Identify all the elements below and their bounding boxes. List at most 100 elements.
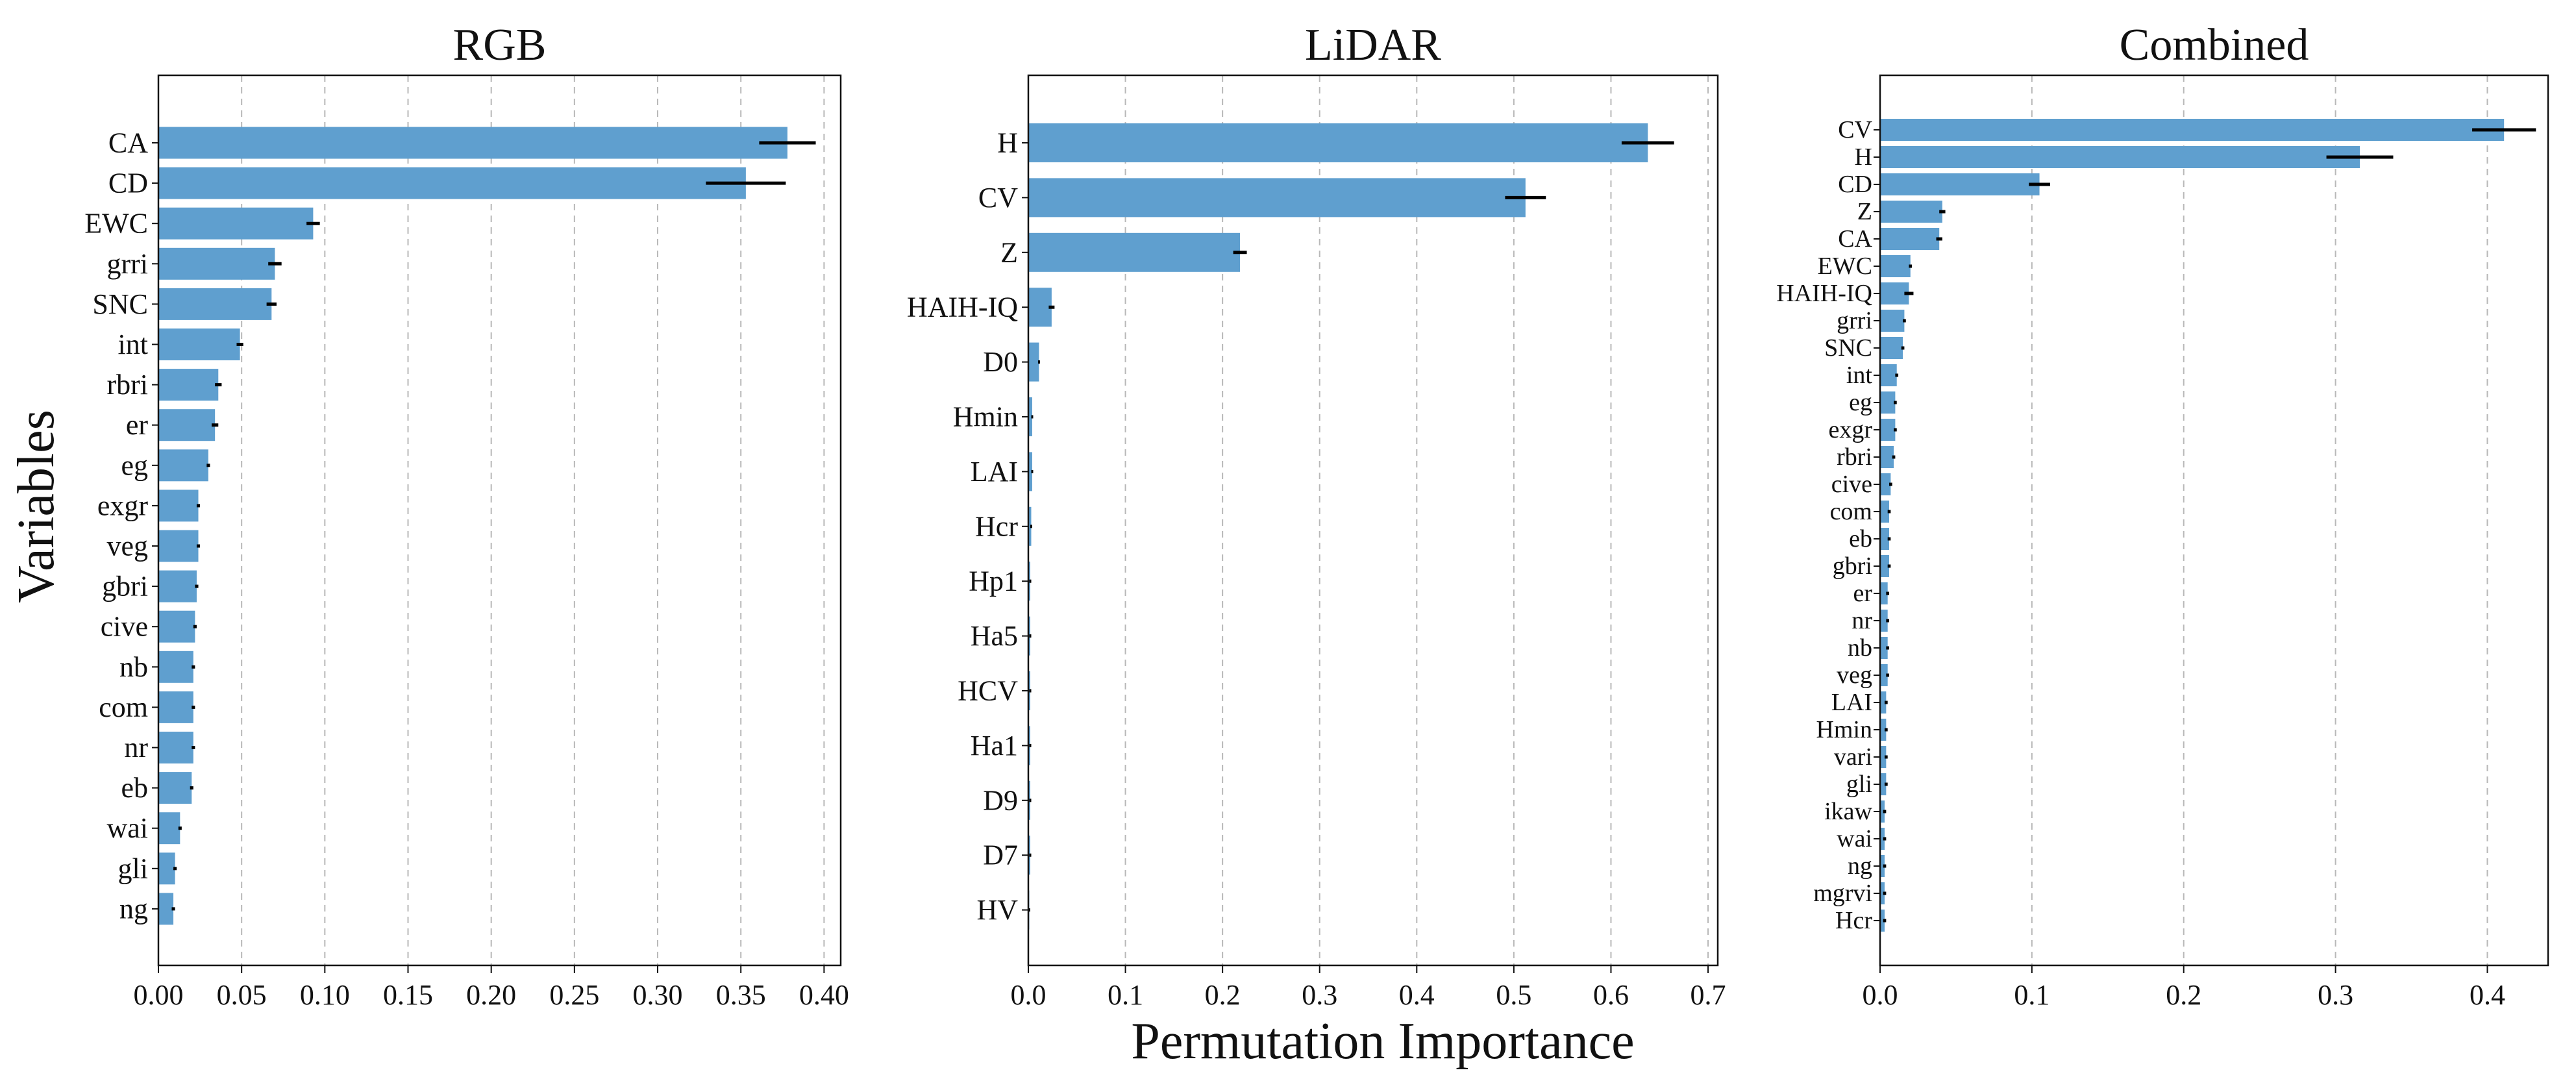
- x-tick-label: 0.25: [549, 979, 599, 1011]
- y-tick-label: ng: [1848, 852, 1872, 880]
- bar-D0: [1028, 342, 1039, 382]
- y-tick-label: vari: [1834, 743, 1872, 771]
- bar-veg: [1880, 664, 1888, 686]
- y-tick-label: Z: [1857, 198, 1872, 225]
- y-tick-label: cive: [1831, 471, 1872, 498]
- y-tick-label: CA: [1838, 225, 1872, 253]
- y-tick-label: H: [1855, 143, 1872, 171]
- y-tick-label: ikaw: [1824, 798, 1872, 825]
- y-tick-label: gli: [1846, 771, 1872, 798]
- y-tick-label: Hp1: [969, 565, 1018, 597]
- bar-Hcr: [1880, 910, 1885, 932]
- y-tick-label: veg: [106, 530, 148, 562]
- bar-Z: [1880, 201, 1942, 223]
- rgb-panel: RGB CA CD EWC grri SNC int rbri er eg exgr veg gbri c…: [84, 20, 849, 1011]
- bar-grri: [158, 247, 275, 280]
- bar-veg: [158, 530, 199, 562]
- y-tick-label: er: [1853, 580, 1872, 607]
- x-tick-label: 0.10: [300, 979, 350, 1011]
- y-tick-label: HV: [976, 894, 1018, 926]
- bar-nb: [158, 651, 193, 683]
- x-tick-label: 0.0: [1011, 979, 1046, 1011]
- bar-EWC: [158, 207, 314, 240]
- x-tick-label: 0.2: [1205, 979, 1241, 1011]
- y-tick-label: HAIH-IQ: [1776, 280, 1872, 307]
- y-tick-label: wai: [1837, 825, 1872, 852]
- y-tick-label: CD: [108, 167, 148, 199]
- x-tick-label: 0.05: [217, 979, 267, 1011]
- y-tick-label: gbri: [102, 571, 148, 602]
- y-tick-label: EWC: [84, 208, 148, 240]
- y-tick-label: Hmin: [1816, 716, 1872, 743]
- bar-Hmin: [1880, 719, 1887, 741]
- bar-er: [1880, 582, 1888, 604]
- bar-com: [158, 691, 193, 723]
- y-tick-label: Hcr: [975, 510, 1018, 542]
- y-tick-label: gli: [118, 852, 148, 884]
- bar-wai: [158, 812, 180, 845]
- y-tick-label: H: [997, 127, 1018, 159]
- y-tick-label: D0: [983, 346, 1018, 378]
- bar-H: [1880, 146, 2360, 168]
- bar-exgr: [158, 490, 199, 522]
- y-tick-label: CV: [1838, 116, 1872, 143]
- x-tick-label: 0.1: [1108, 979, 1143, 1011]
- bar-EWC: [1880, 255, 1911, 277]
- x-tick-label: 0.4: [2470, 979, 2505, 1011]
- bar-ng: [158, 893, 174, 925]
- bar-eb: [158, 772, 192, 804]
- y-tick-label: com: [99, 691, 148, 723]
- axes-frame: [157, 74, 842, 967]
- y-tick-label: nb: [1848, 634, 1872, 662]
- y-tick-label: ng: [119, 893, 148, 924]
- x-tick-label: 0.35: [716, 979, 766, 1011]
- bar-er: [158, 409, 216, 441]
- x-axis-label: Permutation Importance: [1131, 1013, 1634, 1070]
- y-tick-label: er: [126, 409, 149, 441]
- bar-rbri: [1880, 446, 1894, 468]
- bar-Hmin: [1028, 397, 1032, 436]
- y-tick-label: rbri: [106, 369, 148, 401]
- x-tick-label: 0.20: [466, 979, 516, 1011]
- x-tick-label: 0.3: [2318, 979, 2353, 1011]
- bar-com: [1880, 501, 1890, 523]
- x-tick-label: 0.1: [2014, 979, 2050, 1011]
- x-tick-label: 0.00: [134, 979, 184, 1011]
- y-tick-label: com: [1830, 498, 1872, 525]
- y-tick-label: grri: [106, 248, 148, 280]
- x-tick-label: 0.0: [1863, 979, 1898, 1011]
- bar-CV: [1028, 178, 1526, 217]
- y-tick-label: HAIH-IQ: [907, 291, 1018, 323]
- y-tick-label: mgrvi: [1813, 880, 1872, 907]
- y-tick-label: exgr: [1828, 416, 1872, 443]
- y-tick-label: CA: [108, 127, 148, 159]
- y-tick-label: EWC: [1818, 253, 1872, 280]
- bar-cive: [1880, 473, 1891, 495]
- bar-HAIH-IQ: [1880, 282, 1909, 304]
- combined-panel: Combined CVHCDZCAEWCHAIH-IQgrriSNCintegex…: [1776, 20, 2549, 1011]
- y-tick-label: LAI: [971, 456, 1018, 488]
- y-tick-label: SNC: [92, 288, 148, 320]
- bar-ng: [1880, 855, 1885, 877]
- bar-LAI: [1880, 691, 1887, 713]
- y-tick-label: rbri: [1837, 443, 1872, 471]
- y-tick-label: SNC: [1824, 334, 1872, 362]
- y-tick-label: exgr: [97, 490, 149, 521]
- bar-nb: [1880, 637, 1888, 659]
- bar-gbri: [1880, 555, 1890, 577]
- y-tick-label: HCV: [958, 675, 1018, 707]
- y-tick-label: eg: [1849, 389, 1872, 416]
- y-tick-label: eb: [1849, 525, 1872, 552]
- x-tick-label: 0.3: [1302, 979, 1337, 1011]
- bar-gbri: [158, 570, 197, 602]
- y-axis-label: Variables: [8, 410, 65, 603]
- axes-frame: [1879, 74, 2549, 967]
- x-tick-label: 0.4: [1399, 979, 1435, 1011]
- bar-grri: [1880, 310, 1905, 332]
- bar-Hcr: [1028, 506, 1032, 546]
- bar-eb: [1880, 528, 1890, 550]
- bar-CA: [1880, 228, 1940, 250]
- y-tick-label: Ha1: [971, 730, 1018, 762]
- bar-CV: [1880, 119, 2505, 141]
